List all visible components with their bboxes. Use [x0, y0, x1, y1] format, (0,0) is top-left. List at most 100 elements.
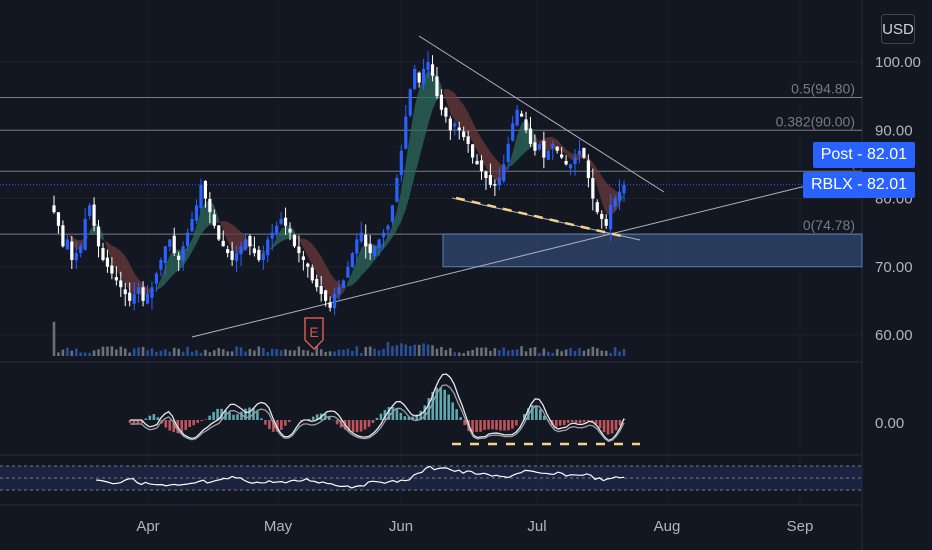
cloud-segment [281, 225, 286, 242]
macd-histogram-bar [566, 420, 570, 423]
cloud-segment [450, 89, 455, 121]
volume-bar [359, 352, 363, 356]
macd-histogram-bar [244, 408, 247, 420]
candle-body [386, 225, 390, 230]
volume-bar [502, 347, 506, 356]
volume-bar [83, 352, 87, 356]
candle-body [444, 107, 448, 117]
volume-bar [551, 352, 555, 356]
cloud-segment [423, 70, 429, 142]
macd-histogram-bar [164, 420, 168, 428]
macd-histogram-bar [531, 404, 534, 420]
volume-bar [453, 352, 457, 356]
grid [0, 0, 863, 550]
candle-body [341, 280, 346, 288]
cloud-segment [534, 135, 540, 145]
candle-body [364, 234, 368, 247]
candle-body [377, 239, 381, 249]
macd-pane [128, 373, 640, 446]
fib-level-label: 0.382(90.00) [776, 113, 855, 129]
macd-histogram-bar [602, 420, 606, 433]
cloud-segment [303, 238, 308, 257]
macd-histogram-bar [574, 420, 578, 424]
macd-histogram-bar [455, 409, 458, 420]
volume-bar [181, 351, 185, 356]
cloud-segment [454, 93, 460, 126]
macd-histogram-bar [311, 416, 315, 420]
macd-histogram-bar [232, 414, 235, 420]
cloud-segment [356, 247, 362, 282]
volume-bar [511, 349, 514, 356]
cloud-segment [200, 201, 206, 235]
cloud-segment [445, 88, 451, 114]
volume-bar [564, 349, 568, 356]
cloud-segment [174, 249, 179, 274]
macd-histogram-bar [491, 420, 494, 430]
time-tick-label: Jul [527, 518, 546, 535]
cloud-segment [561, 144, 567, 155]
macd-histogram-bar [248, 407, 251, 420]
macd-histogram-bar [212, 412, 215, 420]
macd-histogram-bar [523, 414, 526, 420]
macd-histogram-bar [351, 420, 355, 432]
macd-histogram-bar [598, 420, 602, 429]
macd-histogram-bar [188, 420, 192, 428]
channel-trendline [451, 197, 641, 241]
post-price-tag: Post - 82.01 [812, 142, 915, 168]
candle-body [119, 280, 123, 288]
macd-histogram-bar [606, 420, 610, 435]
candle-body [65, 239, 69, 250]
volume-bar [368, 346, 372, 356]
candle-body [484, 171, 488, 179]
macd-histogram-bar [371, 420, 375, 424]
macd-histogram-bar [427, 398, 431, 420]
cloud-segment [218, 218, 224, 231]
macd-histogram-bar [136, 420, 140, 425]
volume-bar [79, 352, 83, 356]
macd-histogram-bar [487, 420, 490, 430]
candle-body [328, 302, 332, 308]
macd-histogram-bar [443, 389, 447, 420]
macd-histogram-bar [495, 420, 498, 430]
candle-body [261, 253, 265, 261]
macd-histogram-bar [268, 420, 271, 430]
candle-body [257, 249, 261, 260]
macd-histogram-bar [614, 420, 618, 431]
candle-body [181, 246, 185, 261]
macd-histogram-bar [395, 409, 399, 420]
candle-body [190, 218, 194, 232]
macd-histogram-bar [562, 420, 566, 426]
candle-body [221, 240, 225, 247]
candle-body [137, 287, 141, 294]
candle-body [177, 255, 181, 260]
candle-body [306, 263, 310, 267]
volume-bar [622, 349, 626, 356]
candle-body [145, 294, 150, 304]
volume-bar [413, 344, 417, 356]
macd-histogram-bar [499, 420, 502, 431]
volume-bar [324, 351, 327, 356]
volume-bar [587, 348, 590, 356]
candle-body [430, 64, 435, 76]
macd-histogram-bar [208, 415, 211, 420]
candle-body [297, 246, 301, 254]
candle-body [524, 119, 528, 131]
candle-body [622, 184, 626, 194]
candle-body [439, 94, 444, 110]
candle-body [194, 205, 199, 221]
candle-body [613, 198, 617, 207]
cloud-segment [160, 266, 166, 288]
currency-button[interactable]: USD [881, 14, 915, 44]
candle-body [511, 123, 515, 141]
volume-bar [61, 349, 65, 356]
macd-histogram-bar [387, 407, 391, 420]
candle-body [168, 239, 172, 247]
volume-bar [333, 351, 336, 356]
macd-line [130, 373, 625, 442]
candle-body [70, 241, 74, 260]
candle-body [96, 226, 101, 247]
volume-bar [435, 348, 439, 356]
candle-body [515, 109, 519, 126]
macd-histogram-bar [260, 418, 263, 420]
